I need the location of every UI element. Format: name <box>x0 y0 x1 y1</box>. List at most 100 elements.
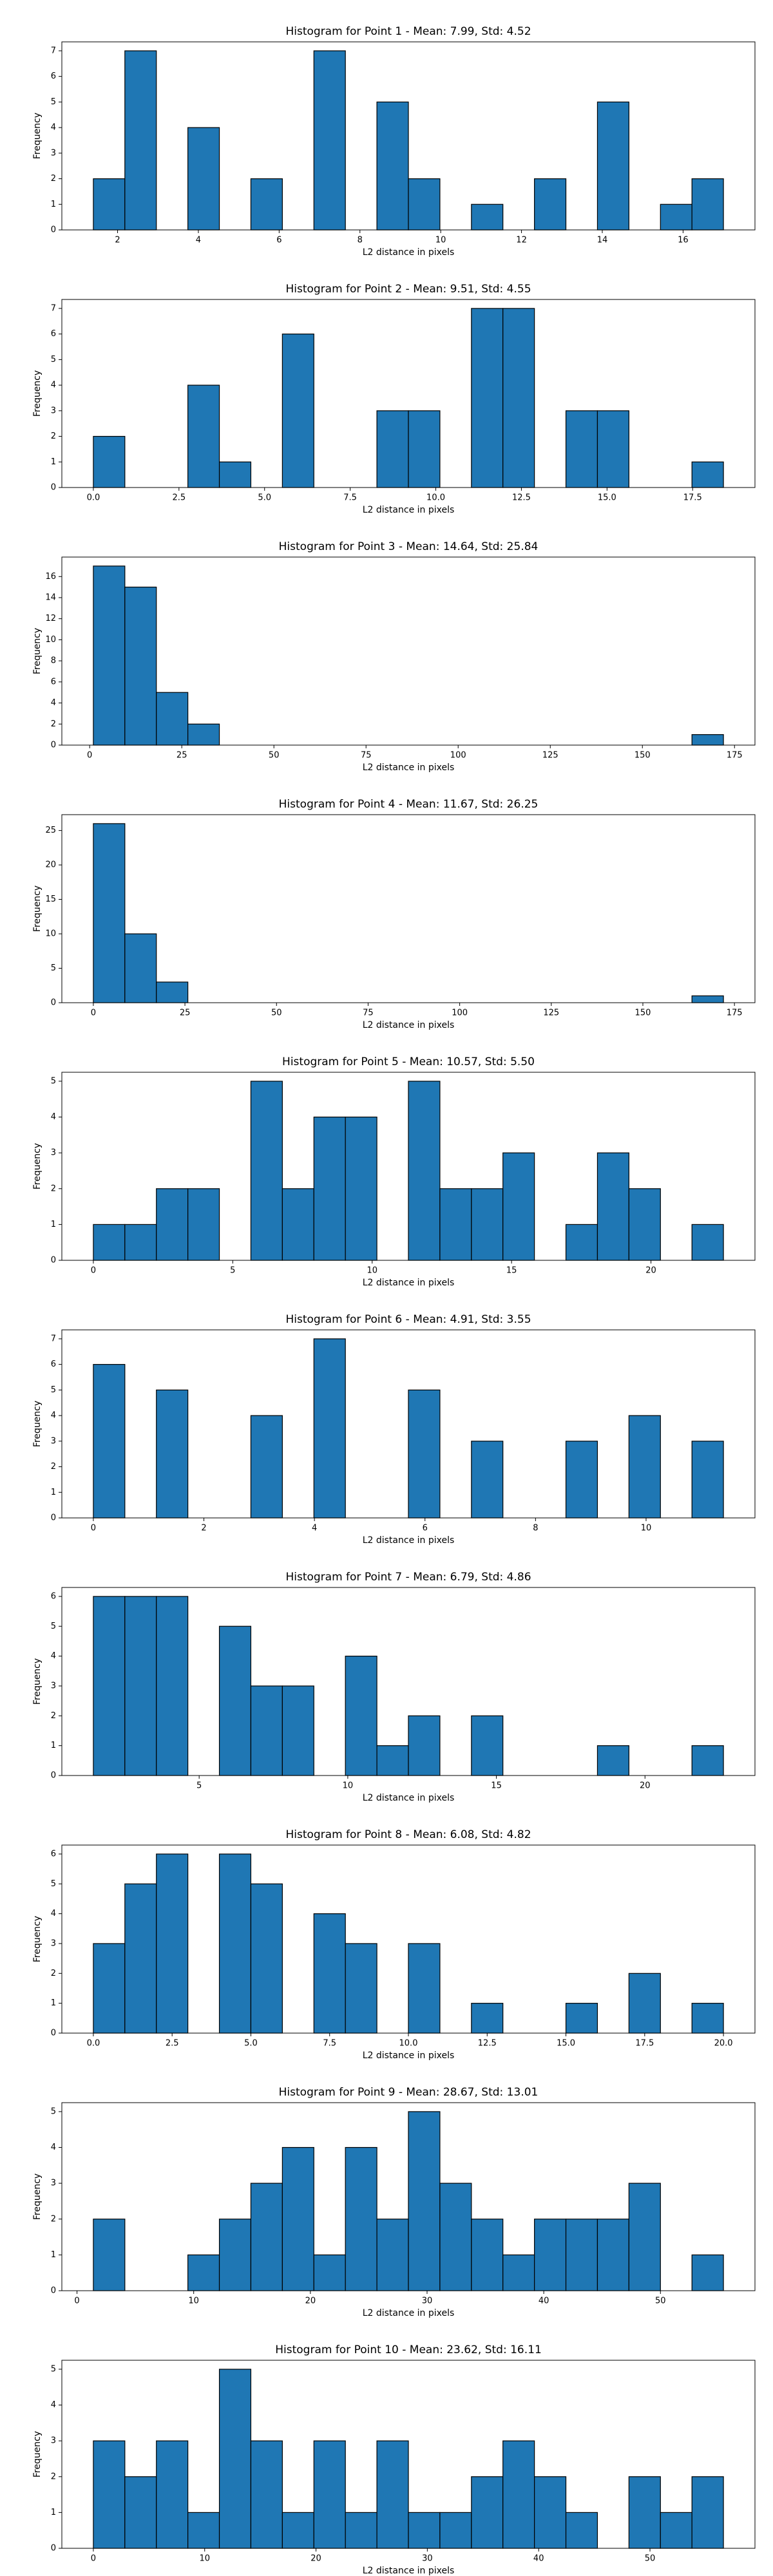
x-axis-label: L2 distance in pixels <box>363 1535 455 1546</box>
x-tick-label: 75 <box>363 1009 374 1018</box>
histogram-bar <box>691 2476 724 2549</box>
x-tick-label: 150 <box>635 751 651 761</box>
x-tick-label: 100 <box>452 1009 468 1018</box>
histogram-bar <box>93 1364 126 1519</box>
y-tick-label: 5 <box>51 963 56 973</box>
axes-frame <box>61 299 756 488</box>
y-tick-label: 3 <box>51 1436 56 1446</box>
y-tick-label: 4 <box>51 1651 56 1661</box>
axes-frame <box>61 41 756 231</box>
x-tick-label: 20.0 <box>714 2039 733 2049</box>
y-tick-label: 3 <box>51 1148 56 1158</box>
histogram-bar <box>93 565 126 746</box>
histogram-bar <box>156 1853 189 2034</box>
histogram-bar <box>93 178 126 231</box>
histogram-bar <box>124 1224 157 1261</box>
histogram-bar <box>93 1943 126 2034</box>
histogram-bar <box>408 1081 441 1261</box>
histogram-bar <box>660 2512 692 2549</box>
x-tick-label: 30 <box>422 2297 433 2306</box>
histogram-bar <box>313 1913 346 2034</box>
histogram-bar <box>376 410 409 488</box>
y-axis-label: Frequency <box>32 113 43 159</box>
y-axis-label: Frequency <box>32 628 43 674</box>
x-tick-label: 15.0 <box>557 2039 575 2049</box>
subplot: Histogram for Point 4 - Mean: 11.67, Std… <box>32 798 756 1030</box>
x-tick-label: 20 <box>305 2297 316 2306</box>
x-tick-label: 8 <box>533 1524 538 1533</box>
y-tick-label: 7 <box>51 46 56 55</box>
y-tick-label: 0 <box>51 483 56 493</box>
x-tick-label: 7.5 <box>343 493 357 503</box>
histogram-bar <box>124 2476 157 2549</box>
histogram-bar <box>628 2183 661 2291</box>
histogram-bar <box>345 2146 377 2291</box>
y-tick-label: 6 <box>51 1849 56 1859</box>
x-axis-label: L2 distance in pixels <box>363 2308 455 2318</box>
y-tick-label: 1 <box>51 200 56 209</box>
histogram-bar <box>156 1596 189 1776</box>
y-tick-label: 3 <box>51 148 56 158</box>
x-tick-label: 6 <box>276 236 282 245</box>
chart-title: Histogram for Point 10 - Mean: 23.62, St… <box>275 2344 542 2356</box>
x-tick-label: 2 <box>115 236 120 245</box>
x-tick-label: 20 <box>310 2554 321 2564</box>
y-tick-label: 6 <box>51 1591 56 1601</box>
histogram-bar <box>282 334 314 488</box>
y-tick-label: 0 <box>51 2544 56 2553</box>
chart-title: Histogram for Point 7 - Mean: 6.79, Std:… <box>285 1571 531 1584</box>
y-tick-label: 2 <box>51 1462 56 1472</box>
histogram-bar <box>471 204 504 231</box>
x-tick-label: 10 <box>199 2554 210 2564</box>
y-tick-label: 0 <box>51 2029 56 2038</box>
histogram-bar <box>471 1441 504 1519</box>
histogram-bar <box>439 2512 472 2549</box>
x-tick-label: 40 <box>533 2554 544 2564</box>
y-axis-label: Frequency <box>32 2174 43 2220</box>
y-axis-label: Frequency <box>32 1658 43 1705</box>
x-tick-label: 0.0 <box>87 493 100 503</box>
histogram-bar <box>156 981 189 1003</box>
y-tick-label: 5 <box>51 2364 56 2374</box>
subplot: Histogram for Point 3 - Mean: 14.64, Std… <box>32 540 756 773</box>
y-axis-label: Frequency <box>32 886 43 932</box>
histogram-bar <box>156 2440 189 2549</box>
histogram-bar <box>628 2476 661 2549</box>
histogram-bar <box>250 1415 283 1519</box>
x-tick-label: 10.0 <box>399 2039 418 2049</box>
histogram-bar <box>313 50 346 231</box>
x-tick-label: 5 <box>196 1781 202 1791</box>
x-tick-label: 20 <box>640 1781 651 1791</box>
histogram-bar <box>250 1685 283 1776</box>
histogram-bar <box>250 2440 283 2549</box>
chart-title: Histogram for Point 9 - Mean: 28.67, Std… <box>279 2086 539 2099</box>
x-tick-label: 25 <box>180 1009 191 1018</box>
y-tick-label: 5 <box>51 1385 56 1395</box>
subplot: Histogram for Point 9 - Mean: 28.67, Std… <box>32 2086 756 2318</box>
x-tick-label: 125 <box>542 751 558 761</box>
y-tick-label: 5 <box>51 1879 56 1889</box>
x-tick-label: 17.5 <box>635 2039 654 2049</box>
subplot: Histogram for Point 6 - Mean: 4.91, Std:… <box>32 1313 756 1546</box>
x-tick-label: 10 <box>367 1266 377 1276</box>
histogram-bar <box>691 178 724 231</box>
histogram-bar <box>471 1188 504 1261</box>
histogram-bar <box>187 384 220 488</box>
x-tick-label: 50 <box>645 2554 656 2564</box>
x-tick-label: 2.5 <box>166 2039 179 2049</box>
x-tick-label: 15 <box>506 1266 517 1276</box>
chart-title: Histogram for Point 4 - Mean: 11.67, Std… <box>279 798 539 811</box>
subplot: Histogram for Point 5 - Mean: 10.57, Std… <box>32 1056 756 1288</box>
histogram-bar <box>691 461 724 488</box>
y-tick-label: 4 <box>51 2143 56 2152</box>
histogram-bar <box>187 2512 220 2549</box>
x-axis-label: L2 distance in pixels <box>363 2050 455 2061</box>
y-tick-label: 2 <box>51 431 56 441</box>
histogram-bar <box>345 1116 377 1261</box>
y-tick-label: 0 <box>51 2286 56 2296</box>
histogram-bar <box>408 410 441 488</box>
histogram-bar <box>502 2254 535 2291</box>
y-axis-label: Frequency <box>32 1401 43 1447</box>
histogram-bar <box>187 2254 220 2291</box>
